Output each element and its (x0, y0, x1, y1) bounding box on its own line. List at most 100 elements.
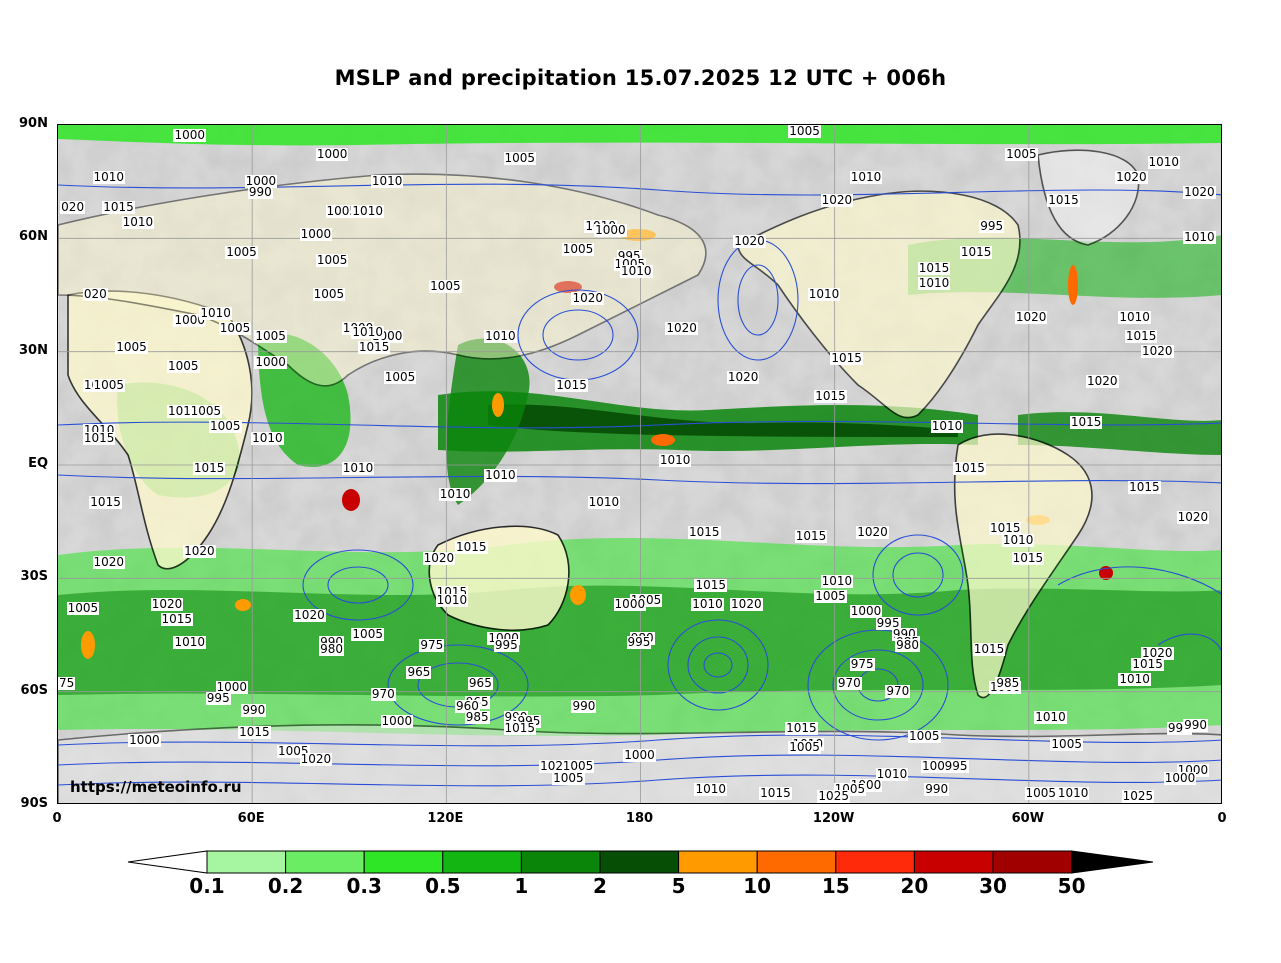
weather-map: 1000 1000 1005 1005 1010 1010 1000 990 1005 1010 1… (57, 124, 1222, 804)
isobar-label: 1020 (1176, 509, 1210, 524)
isobar-label: 1005 (351, 627, 384, 641)
isobar-label: 1015 (1131, 657, 1164, 672)
isobar-label: 1005 (312, 287, 346, 301)
latitude-tick-label: 30S (20, 569, 48, 585)
longitude-tick-label: 0 (52, 811, 62, 826)
latitude-tick-label: 60N (19, 229, 48, 245)
legend-swatch (206, 850, 287, 874)
isobar-label: 1000 (254, 355, 287, 369)
latitude-tick-label: 90N (19, 116, 48, 131)
isobar-label: 1015 (89, 494, 122, 509)
latitude-tick-label: 90S (20, 796, 48, 811)
isobar-label: 1020 (1115, 169, 1148, 184)
map-layer (58, 125, 1221, 803)
isobar-label: 1005 (166, 358, 200, 373)
isobar-label: 1020 (422, 551, 456, 566)
isobar-label: 980 (895, 638, 920, 653)
isobar-label: 1010 (849, 169, 883, 184)
graticule (58, 125, 1221, 803)
isobar-label: 1005 (429, 279, 462, 294)
isobar-label: 1005 (1050, 736, 1083, 751)
legend-swatch (678, 850, 758, 874)
isobar-label: 1000 (173, 313, 206, 328)
isobar-label: 1005 (189, 404, 223, 419)
legend-swatch (363, 850, 444, 874)
isobar-label: 1005 (92, 377, 126, 392)
isobar-label: 1020 (730, 596, 763, 611)
longitude-tick-label: 120W (812, 811, 855, 826)
isobar-label: 1010 (620, 264, 653, 279)
isobar-label: 995 (875, 615, 901, 630)
isobar-label: 1010 (484, 328, 517, 343)
legend-tick-label: 10 (743, 874, 772, 898)
latitude-tick-label: 30N (19, 342, 48, 358)
longitude-tick-label: 120E (427, 811, 464, 826)
isobar-label: 1010 (875, 766, 909, 781)
isobar-label: 1020 (293, 608, 326, 623)
legend-tick-label: 2 (593, 874, 607, 898)
isobar-label: 1000 (215, 679, 249, 694)
isobar-label: 1005 (908, 729, 941, 743)
isobar-label: 990 (241, 702, 267, 717)
isobar-label: 1015 (1069, 415, 1103, 430)
longitude-tick-label: 180 (625, 811, 654, 826)
isobar-label: 1015 (785, 721, 818, 736)
isobar-label: 1015 (794, 528, 828, 543)
isobar-label: 1010 (1147, 154, 1181, 169)
isobar-label: 1005 (788, 124, 821, 138)
isobar-label: 1010 (351, 324, 384, 339)
isobar-label: 1005 (552, 770, 585, 785)
legend-tick-label: 0.3 (346, 874, 382, 898)
isobar-label: 1015 (1128, 479, 1161, 494)
isobar-label: 1010 (173, 634, 206, 649)
isobar-label: 1015 (82, 430, 116, 445)
isobar-label: 1010 (694, 781, 727, 796)
isobar-label: 1005 (325, 203, 359, 218)
legend-swatch (913, 850, 994, 874)
isobar-label: 1015 (102, 200, 135, 215)
isobar-label: 1005 (814, 589, 847, 604)
latitude-tick-label: EQ (28, 456, 48, 471)
isobar-label: 1005 (383, 370, 417, 385)
isobar-label: 1010 (1183, 230, 1216, 245)
isobar-label: 1015 (953, 460, 986, 475)
legend-swatch (442, 850, 522, 874)
isobar-label: 1015 (1011, 551, 1045, 566)
isobar-label: 975 (419, 638, 445, 653)
isobar-label: 1025 (1121, 789, 1155, 803)
isobar-label: 980 (319, 642, 344, 657)
isobar-label: 020 (82, 287, 108, 301)
isobar-label: 995 (205, 691, 231, 706)
isobar-label: 1005 (209, 419, 242, 434)
isobar-label: 1010 (121, 215, 155, 230)
legend-tick-label: 0.1 (189, 874, 225, 898)
isobar-label: 1015 (238, 725, 271, 740)
longitude-tick-label: 60W (1011, 811, 1045, 826)
isobar-label: 965 (467, 676, 493, 691)
isobar-label: 995 (493, 638, 519, 653)
isobar-label: 1005 (218, 321, 252, 335)
legend-tick-label: 50 (1057, 874, 1086, 898)
legend-swatch (992, 850, 1073, 874)
isobar-label: 1000 (594, 222, 627, 237)
isobar-label: 1025 (817, 789, 850, 803)
isobar-label: 970 (370, 687, 396, 702)
isobar-label: 1010 (658, 453, 692, 468)
isobar-label: 990 (924, 781, 950, 796)
isobar-label: 1020 (1086, 373, 1119, 388)
isobar-label: 1020 (820, 192, 854, 207)
isobar-label: 1015 (160, 611, 194, 626)
legend-tick-label: 1 (514, 874, 529, 898)
isobar-label: 75 (58, 676, 76, 691)
isobar-label: 1010 (930, 419, 964, 434)
legend-tick-label: 0.5 (425, 874, 461, 898)
isobar-label: 1015 (759, 785, 792, 800)
isobar-label: 1005 (254, 328, 287, 343)
isobar-label: 985 (464, 710, 490, 725)
isobar-label: 1015 (503, 721, 537, 736)
isobar-label: 1020 (299, 751, 333, 766)
isobar-label: 1010 (1118, 309, 1151, 324)
latitude-tick-label: 60S (20, 682, 48, 698)
isobar-label: 1010 (1034, 710, 1067, 725)
isobar-label: 990 (1183, 717, 1209, 732)
